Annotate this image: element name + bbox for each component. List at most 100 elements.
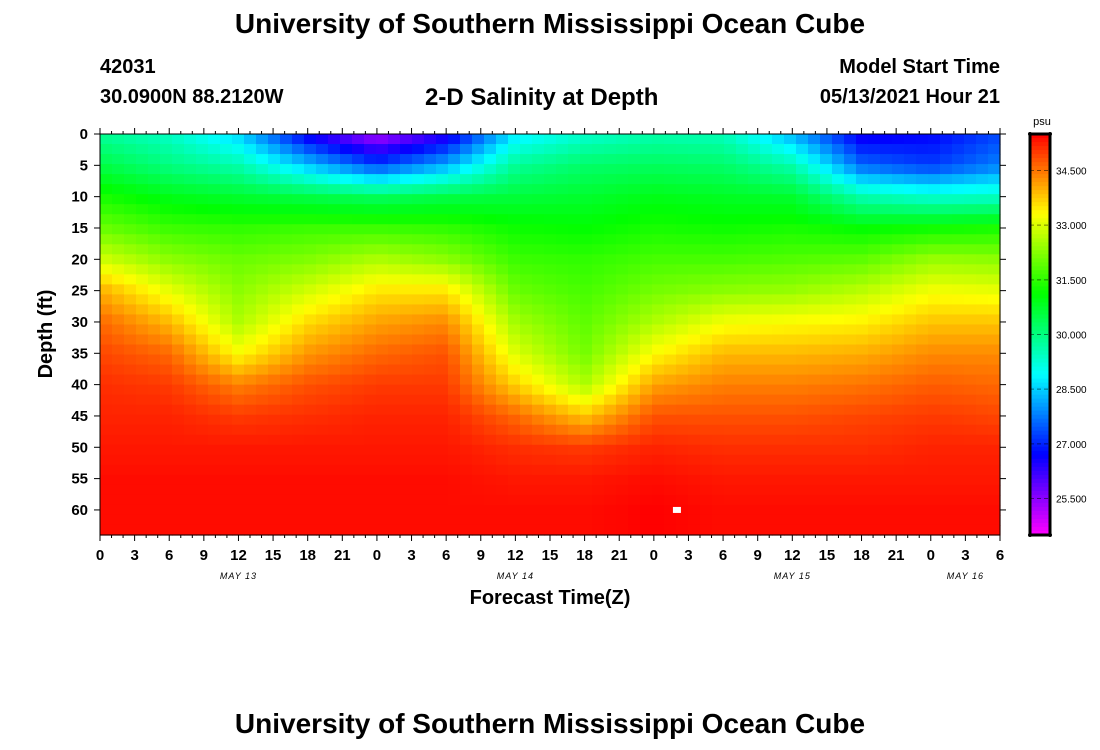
heatmap-cell (508, 444, 521, 456)
heatmap-cell (472, 254, 485, 265)
heatmap-cell (100, 444, 113, 456)
heatmap-cell (556, 394, 569, 406)
heatmap-cell (520, 174, 533, 185)
heatmap-cell (556, 194, 569, 205)
heatmap-cell (256, 504, 269, 516)
heatmap-cell (172, 224, 185, 235)
heatmap-cell (760, 514, 773, 526)
heatmap-cell (376, 184, 389, 195)
heatmap-cell (556, 254, 569, 265)
heatmap-cell (328, 344, 341, 356)
heatmap-cell (184, 154, 197, 165)
heatmap-cell (772, 184, 785, 195)
heatmap-cell (664, 194, 677, 205)
heatmap-cell (340, 174, 353, 185)
heatmap-cell (520, 274, 533, 285)
heatmap-cell (688, 324, 701, 336)
heatmap-cell (136, 334, 149, 346)
heatmap-cell (652, 434, 665, 446)
heatmap-cell (244, 384, 257, 396)
heatmap-cell (268, 494, 281, 506)
heatmap-cell (364, 454, 377, 466)
heatmap-cell (316, 394, 329, 406)
heatmap-cell (664, 434, 677, 446)
heatmap-cell (532, 504, 545, 516)
heatmap-cell (820, 284, 833, 296)
colorbar-segment (1030, 482, 1050, 488)
heatmap-cell (808, 524, 821, 536)
heatmap-cell (280, 134, 293, 145)
heatmap-cell (856, 414, 869, 426)
heatmap-cell (388, 294, 401, 306)
x-tick-label: 3 (684, 547, 692, 564)
heatmap-cell (484, 484, 497, 496)
heatmap-cell (412, 224, 425, 235)
heatmap-cell (628, 444, 641, 456)
heatmap-cell (568, 234, 581, 245)
heatmap-cell (256, 404, 269, 416)
heatmap-cell (160, 304, 173, 316)
colorbar-segment (1030, 322, 1050, 328)
heatmap-cell (772, 424, 785, 436)
heatmap-cell (208, 234, 221, 245)
heatmap-cell (688, 384, 701, 396)
heatmap-cell (496, 274, 509, 285)
heatmap-cell (928, 204, 941, 215)
heatmap-cell (580, 334, 593, 346)
heatmap-cell (124, 174, 137, 185)
heatmap-cell (652, 164, 665, 175)
heatmap-cell (988, 384, 1001, 396)
heatmap-cell (664, 184, 677, 195)
heatmap-cell (796, 244, 809, 255)
heatmap-cell (148, 254, 161, 265)
heatmap-cell (964, 364, 977, 376)
heatmap-cell (868, 314, 881, 326)
heatmap-cell (748, 504, 761, 516)
heatmap-cell (652, 194, 665, 205)
heatmap-cell (628, 164, 641, 175)
heatmap-cell (484, 494, 497, 506)
heatmap-cell (208, 454, 221, 466)
colorbar-segment (1030, 374, 1050, 380)
heatmap-cell (544, 314, 557, 326)
heatmap-cell (820, 144, 833, 155)
heatmap-cell (676, 224, 689, 235)
heatmap-cell (304, 394, 317, 406)
heatmap-cell (580, 224, 593, 235)
heatmap-cell (856, 154, 869, 165)
heatmap-cell (892, 264, 905, 275)
heatmap-cell (724, 174, 737, 185)
heatmap-cell (280, 174, 293, 185)
heatmap-cell (604, 384, 617, 396)
heatmap-cell (484, 214, 497, 225)
heatmap-cell (796, 134, 809, 145)
heatmap-cell (892, 164, 905, 175)
heatmap-cell (460, 374, 473, 386)
heatmap-cell (832, 184, 845, 195)
heatmap-cell (184, 344, 197, 356)
colorbar-segment (1030, 326, 1050, 332)
heatmap-cell (556, 524, 569, 536)
x-tick-label: 12 (784, 547, 801, 564)
heatmap-cell (136, 444, 149, 456)
heatmap-cell (148, 404, 161, 416)
heatmap-cell (256, 494, 269, 506)
heatmap-cell (196, 144, 209, 155)
heatmap-cell (556, 374, 569, 386)
heatmap-cell (220, 214, 233, 225)
heatmap-cell (232, 264, 245, 275)
heatmap-cell (844, 394, 857, 406)
heatmap-cell (724, 454, 737, 466)
heatmap-cell (112, 524, 125, 536)
heatmap-cell (952, 384, 965, 396)
heatmap-cell (580, 524, 593, 536)
heatmap-cell (172, 154, 185, 165)
heatmap-cell (292, 314, 305, 326)
heatmap-cell (256, 194, 269, 205)
heatmap-cell (664, 294, 677, 306)
heatmap-cell (148, 334, 161, 346)
heatmap-cell (604, 464, 617, 476)
heatmap-cell (400, 274, 413, 285)
heatmap-cell (112, 374, 125, 386)
heatmap-cell (604, 494, 617, 506)
